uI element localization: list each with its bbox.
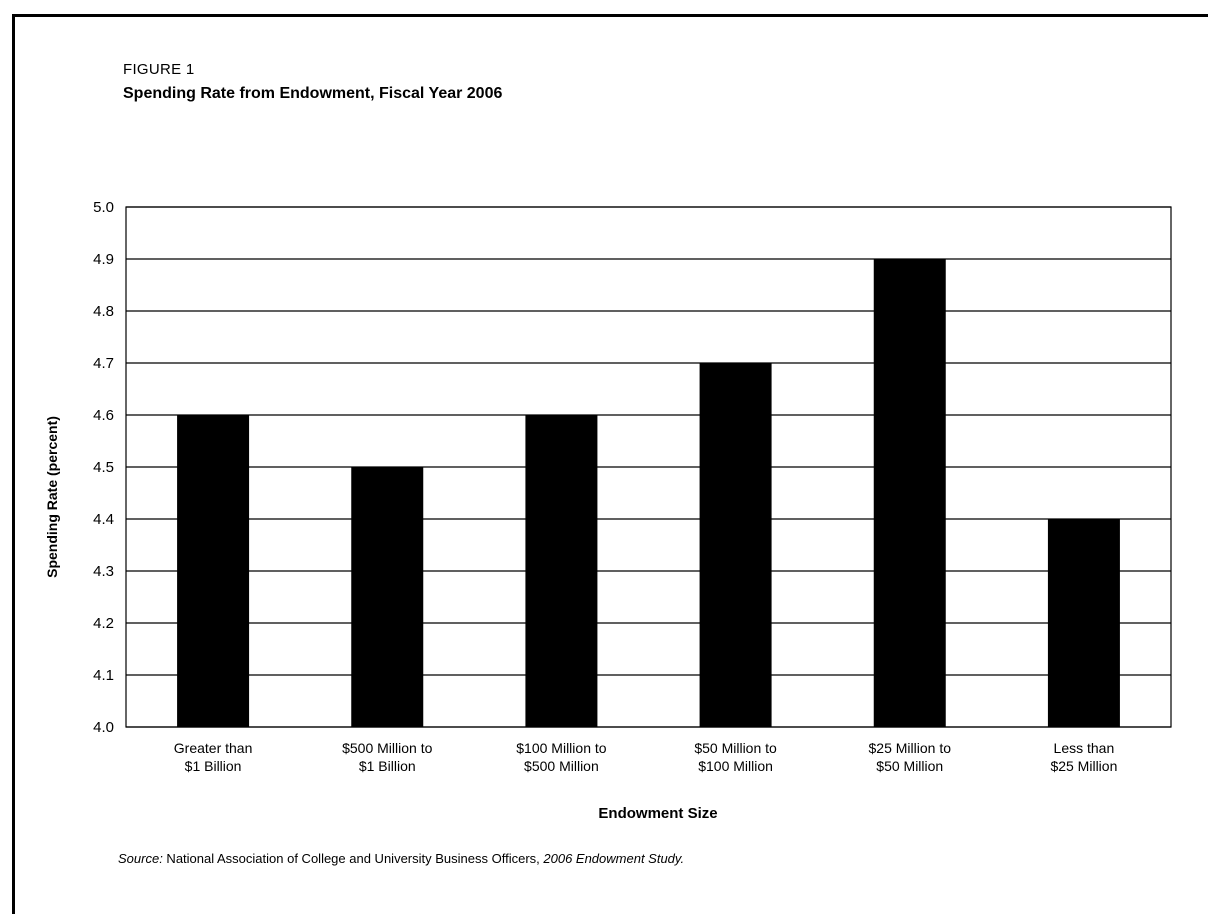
figure-title: Spending Rate from Endowment, Fiscal Yea…	[123, 85, 503, 102]
y-tick-label: 4.0	[93, 719, 114, 736]
x-tick-label-line: $1 Billion	[359, 758, 416, 774]
y-tick-label: 4.2	[93, 615, 114, 632]
x-tick-label: Less than $25 Million	[1050, 740, 1117, 774]
y-tick-label: 4.1	[93, 667, 114, 684]
y-axis-label: Spending Rate (percent)	[44, 416, 60, 578]
x-tick-label-line: Less than	[1054, 740, 1115, 756]
y-tick-label: 4.3	[93, 563, 114, 580]
y-tick-labels: 4.0 4.1 4.2 4.3 4.4 4.5 4.6 4.7 4.8 4.9 5.0	[93, 199, 114, 736]
x-tick-labels: Greater than $1 Billion $500 Million to $1 …	[174, 740, 1118, 774]
x-axis-label: Endowment Size	[598, 805, 717, 822]
x-tick-label: Greater than $1 Billion	[174, 740, 253, 774]
source-note: Source: National Association of College …	[118, 851, 684, 866]
x-tick-label-line: $25 Million	[1050, 758, 1117, 774]
x-tick-label-line: $500 Million to	[342, 740, 432, 756]
x-tick-label-line: $100 Million to	[516, 740, 606, 756]
bar	[525, 415, 598, 727]
bar	[1047, 519, 1120, 727]
y-tick-label: 4.5	[93, 459, 114, 476]
x-tick-label: $50 Million to $100 Million	[694, 740, 777, 774]
x-tick-label-line: $100 Million	[698, 758, 773, 774]
plot-area-border	[125, 206, 1172, 728]
x-tick-label: $25 Million to $50 Million	[869, 740, 952, 774]
bar	[699, 363, 772, 727]
bar	[873, 259, 946, 727]
source-text: National Association of College and Univ…	[162, 851, 544, 866]
y-tick-label: 4.7	[93, 355, 114, 372]
x-tick-label: $500 Million to $1 Billion	[342, 740, 432, 774]
y-tick-label: 4.8	[93, 303, 114, 320]
x-tick-label: $100 Million to $500 Million	[516, 740, 606, 774]
y-tick-label: 5.0	[93, 199, 114, 216]
y-tick-label: 4.9	[93, 251, 114, 268]
source-work: 2006 Endowment Study.	[543, 851, 685, 866]
x-tick-label-line: $25 Million to	[869, 740, 952, 756]
x-tick-label-line: $1 Billion	[185, 758, 242, 774]
y-tick-label: 4.4	[93, 511, 114, 528]
bar	[351, 467, 424, 727]
y-tick-label: 4.6	[93, 407, 114, 424]
x-tick-label-line: $50 Million	[876, 758, 943, 774]
figure-frame	[12, 14, 1208, 914]
figure-label: FIGURE 1	[123, 61, 195, 78]
x-tick-label-line: $500 Million	[524, 758, 599, 774]
grid-lines	[125, 206, 1172, 728]
source-prefix: Source:	[118, 851, 163, 866]
x-tick-label-line: Greater than	[174, 740, 253, 756]
bar	[177, 415, 250, 727]
bars	[177, 259, 1120, 727]
x-tick-label-line: $50 Million to	[694, 740, 777, 756]
